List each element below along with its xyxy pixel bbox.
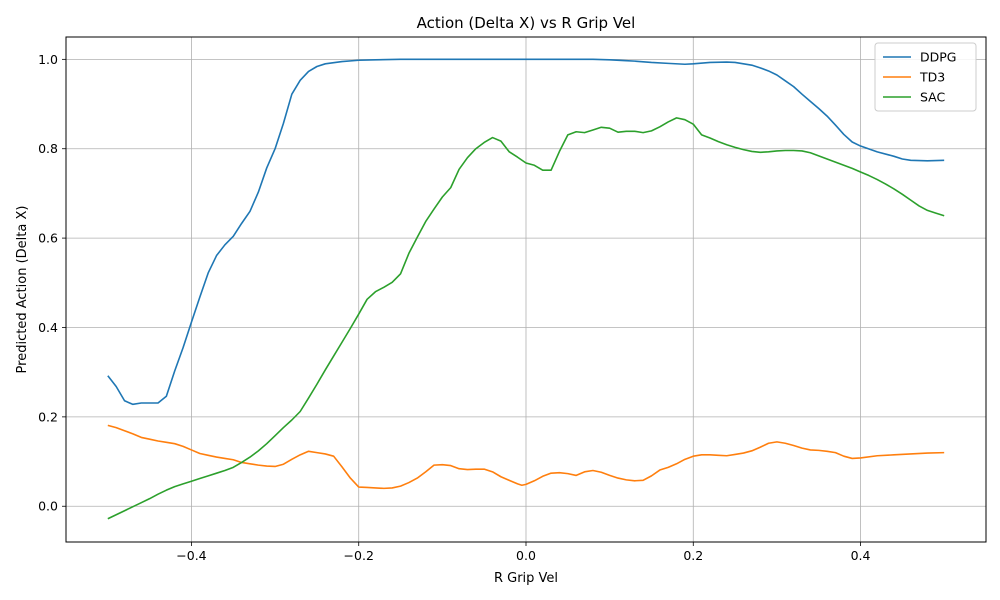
x-axis-label: R Grip Vel <box>494 571 558 586</box>
legend: DDPG TD3 SAC <box>874 42 977 112</box>
x-tick-label: −0.4 <box>176 548 206 563</box>
y-axis-label: Predicted Action (Delta X) <box>15 206 30 374</box>
legend-label-sac: SAC <box>920 90 945 105</box>
chart-title: Action (Delta X) vs R Grip Vel <box>417 14 636 32</box>
series-line-ddpg <box>107 58 945 406</box>
legend-label-td3: TD3 <box>919 70 945 85</box>
y-tick-label: 0.2 <box>38 409 58 424</box>
series-line-sac <box>107 117 945 520</box>
series-lines <box>107 58 945 520</box>
y-axis-ticks: 0.0 0.2 0.4 0.6 0.8 1.0 <box>38 52 66 514</box>
y-tick-label: 0.6 <box>38 231 58 246</box>
y-tick-label: 1.0 <box>38 52 58 67</box>
y-tick-label: 0.0 <box>38 499 58 514</box>
x-tick-label: 0.4 <box>851 548 871 563</box>
y-tick-label: 0.4 <box>38 320 58 335</box>
x-tick-label: −0.2 <box>344 548 374 563</box>
legend-label-ddpg: DDPG <box>920 50 956 65</box>
y-tick-label: 0.8 <box>38 141 58 156</box>
x-tick-label: 0.2 <box>683 548 703 563</box>
x-axis-ticks: −0.4 −0.2 0.0 0.2 0.4 <box>176 542 871 563</box>
legend-box <box>874 42 977 112</box>
x-tick-label: 0.0 <box>516 548 536 563</box>
